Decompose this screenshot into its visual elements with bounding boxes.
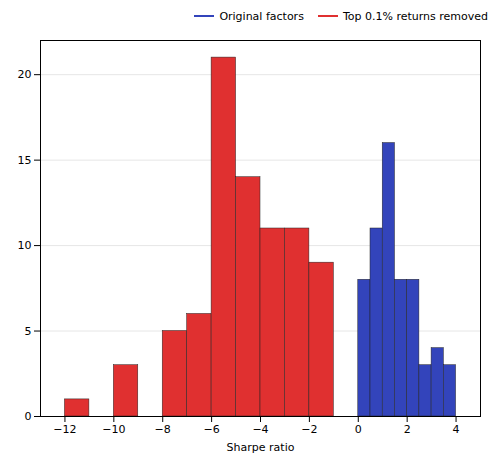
svg-text:15: 15 <box>18 154 32 167</box>
html-text:Top 0.1% returns removed: Top 0.1% returns removed <box>342 9 488 23</box>
svg-text:2: 2 <box>404 423 411 436</box>
svg-text:20: 20 <box>18 68 32 81</box>
svg-text:Sharpe ratio: Sharpe ratio <box>227 441 295 454</box>
svg-text:−12: −12 <box>53 423 76 436</box>
svg-text:10: 10 <box>18 239 32 252</box>
svg-text:−6: −6 <box>204 423 220 436</box>
svg-text:−8: −8 <box>155 423 171 436</box>
svg-text:−4: −4 <box>252 423 268 436</box>
svg-text:5: 5 <box>25 325 32 338</box>
svg-text:0: 0 <box>355 423 362 436</box>
svg-text:0: 0 <box>25 410 32 423</box>
svg-text:−2: −2 <box>301 423 317 436</box>
svg-text:4: 4 <box>453 423 460 436</box>
html-text:Original factors: Original factors <box>219 9 304 23</box>
svg-text:−10: −10 <box>102 423 125 436</box>
